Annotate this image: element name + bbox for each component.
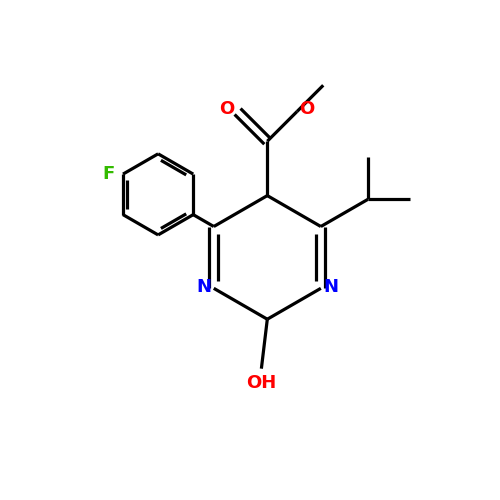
Text: N: N (323, 278, 338, 296)
Text: N: N (196, 278, 212, 296)
Text: O: O (219, 100, 234, 118)
Text: O: O (300, 100, 314, 118)
Text: OH: OH (246, 374, 276, 392)
Text: F: F (102, 165, 115, 183)
